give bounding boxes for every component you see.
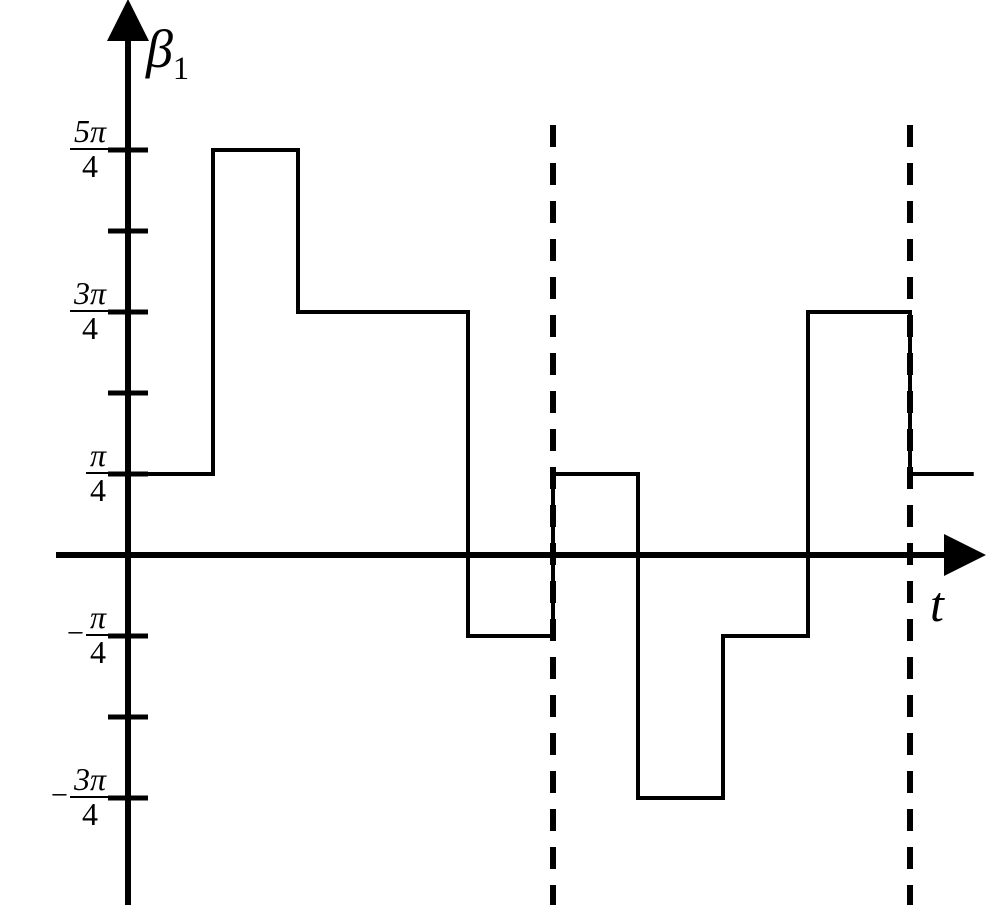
y-tick-label-numerator: π	[86, 439, 110, 475]
x-axis-label: t	[930, 575, 944, 633]
y-axis-label-sub: 1	[173, 51, 189, 87]
step-chart: β1 t 5π43π4π4−π4−3π4	[0, 0, 1000, 914]
y-tick-label-denominator: 4	[70, 798, 110, 832]
y-tick-label-numerator: 3π	[70, 763, 110, 799]
y-tick-label: π4	[86, 439, 110, 508]
y-tick-label-numerator: 5π	[70, 115, 110, 151]
y-tick-label-denominator: 4	[86, 636, 110, 670]
chart-svg	[0, 0, 1000, 914]
y-axis-label-text: β	[146, 19, 173, 79]
y-tick-label-numerator: π	[86, 601, 110, 637]
y-tick-label: 3π4	[70, 277, 110, 346]
y-tick-label: 5π4	[70, 115, 110, 184]
y-tick-label-denominator: 4	[70, 150, 110, 184]
y-tick-label-denominator: 4	[70, 312, 110, 346]
y-tick-label-numerator: 3π	[70, 277, 110, 313]
x-axis-label-text: t	[930, 576, 944, 632]
y-tick-label: −3π4	[51, 763, 110, 832]
y-tick-label: −π4	[67, 601, 110, 670]
y-tick-label-denominator: 4	[86, 474, 110, 508]
y-axis-label: β1	[146, 18, 189, 88]
